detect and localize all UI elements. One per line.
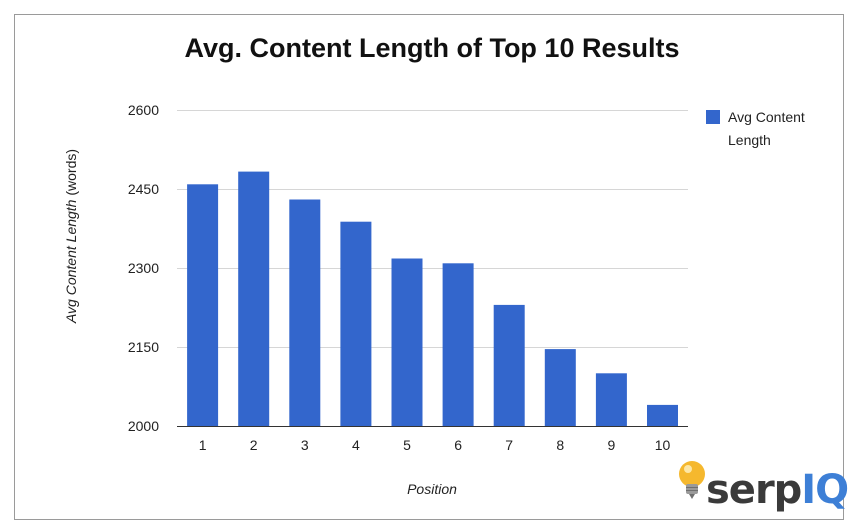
bar-position-2	[238, 171, 270, 426]
legend-swatch	[706, 110, 720, 124]
bars	[187, 171, 678, 426]
y-tick-label: 2000	[128, 418, 159, 434]
x-tick-label: 10	[655, 437, 671, 453]
y-axis-label-main: Avg Content Length	[63, 199, 79, 324]
y-tick-label: 2300	[128, 260, 159, 276]
bar-position-7	[493, 304, 525, 426]
bar-position-6	[442, 263, 474, 426]
y-tick-label: 2450	[128, 181, 159, 197]
bar-position-1	[187, 184, 219, 426]
x-tick-label: 9	[608, 437, 616, 453]
x-axis-tick-labels: 1 2 3 4 5 6 7 8 9 10	[199, 437, 671, 453]
lightbulb-icon	[679, 461, 705, 499]
y-axis-label-unit: (words)	[63, 149, 79, 200]
x-tick-label: 5	[403, 437, 411, 453]
legend-label-line-2: Length	[728, 132, 771, 148]
y-axis-tick-labels: 2000 2150 2300 2450 2600	[128, 102, 159, 434]
logo-wordmark: serp	[706, 467, 802, 513]
x-tick-label: 7	[505, 437, 513, 453]
x-tick-label: 3	[301, 437, 309, 453]
chart-frame	[14, 14, 844, 520]
bar-position-4	[340, 221, 372, 426]
y-axis-label: Avg Content Length (words)	[63, 149, 79, 324]
chart-title: Avg. Content Length of Top 10 Results	[185, 33, 680, 63]
legend-label-line-1: Avg Content	[728, 109, 805, 125]
x-tick-label: 6	[454, 437, 462, 453]
logo-accent: IQ	[801, 467, 849, 513]
bar-position-9	[595, 373, 627, 426]
bar-position-5	[391, 258, 423, 426]
bar-position-10	[647, 404, 678, 426]
bar-position-3	[289, 199, 321, 426]
x-tick-label: 8	[556, 437, 564, 453]
y-tick-label: 2600	[128, 102, 159, 118]
legend-label: Avg Content Length	[728, 109, 809, 148]
y-tick-label: 2150	[128, 339, 159, 355]
x-tick-label: 4	[352, 437, 360, 453]
x-tick-label: 2	[250, 437, 258, 453]
bar-position-8	[544, 349, 576, 426]
serpiq-logo: serpIQ	[706, 466, 849, 514]
x-axis-label: Position	[407, 481, 457, 497]
legend: Avg Content Length	[706, 109, 809, 148]
x-tick-label: 1	[199, 437, 207, 453]
